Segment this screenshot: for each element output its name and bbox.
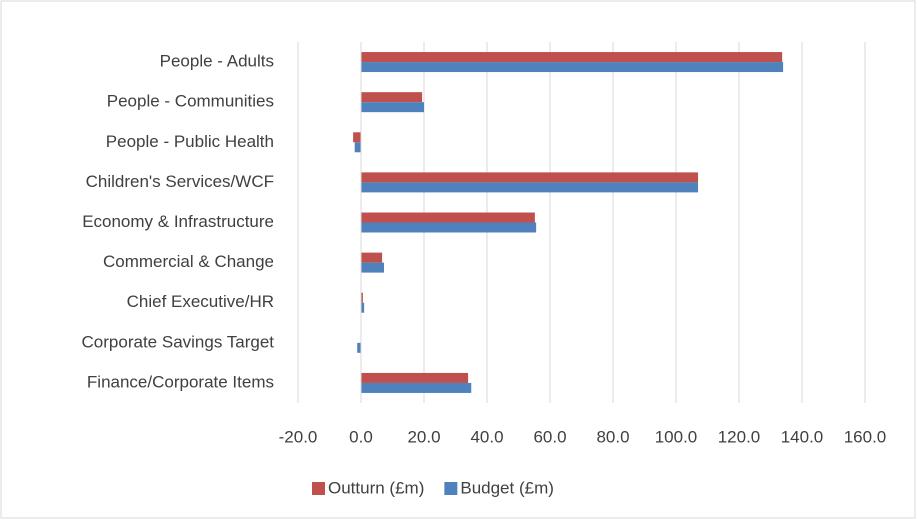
bar [361,372,469,383]
bar [354,142,361,153]
bar [361,382,472,393]
legend-swatch [312,482,325,495]
bar [361,62,784,73]
legend-swatch [444,482,458,495]
x-tick-label: 140.0 [781,427,824,446]
y-tick-label: Finance/Corporate Items [87,372,274,391]
bar [361,92,423,103]
bar [357,342,361,353]
bar [361,212,535,223]
x-tick-label: 160.0 [844,427,887,446]
x-tick-label: 60.0 [533,427,566,446]
bar [361,182,699,193]
bar [361,252,383,263]
x-tick-label: 20.0 [407,427,440,446]
x-tick-label: -20.0 [279,427,318,446]
bar [361,102,424,113]
bar [361,222,537,233]
bar [361,292,363,303]
bar [361,52,783,63]
y-tick-label: People - Public Health [106,132,274,151]
y-tick-label: Chief Executive/HR [127,292,274,311]
x-tick-label: 100.0 [655,427,698,446]
y-tick-label: Commercial & Change [103,252,274,271]
bar [361,172,699,183]
x-tick-label: 80.0 [596,427,629,446]
y-tick-label: People - Communities [107,92,274,111]
x-tick-label: 40.0 [470,427,503,446]
y-tick-label: Corporate Savings Target [82,332,275,351]
bar [361,302,365,313]
x-tick-label: 0.0 [349,427,373,446]
bar [353,132,361,143]
y-tick-label: Children's Services/WCF [86,172,274,191]
legend-label: Budget (£m) [460,478,554,497]
y-tick-label: People - Adults [160,52,274,71]
x-tick-label: 120.0 [718,427,761,446]
y-tick-label: Economy & Infrastructure [82,212,274,231]
bar [361,262,384,273]
legend-label: Outturn (£m) [328,478,424,497]
